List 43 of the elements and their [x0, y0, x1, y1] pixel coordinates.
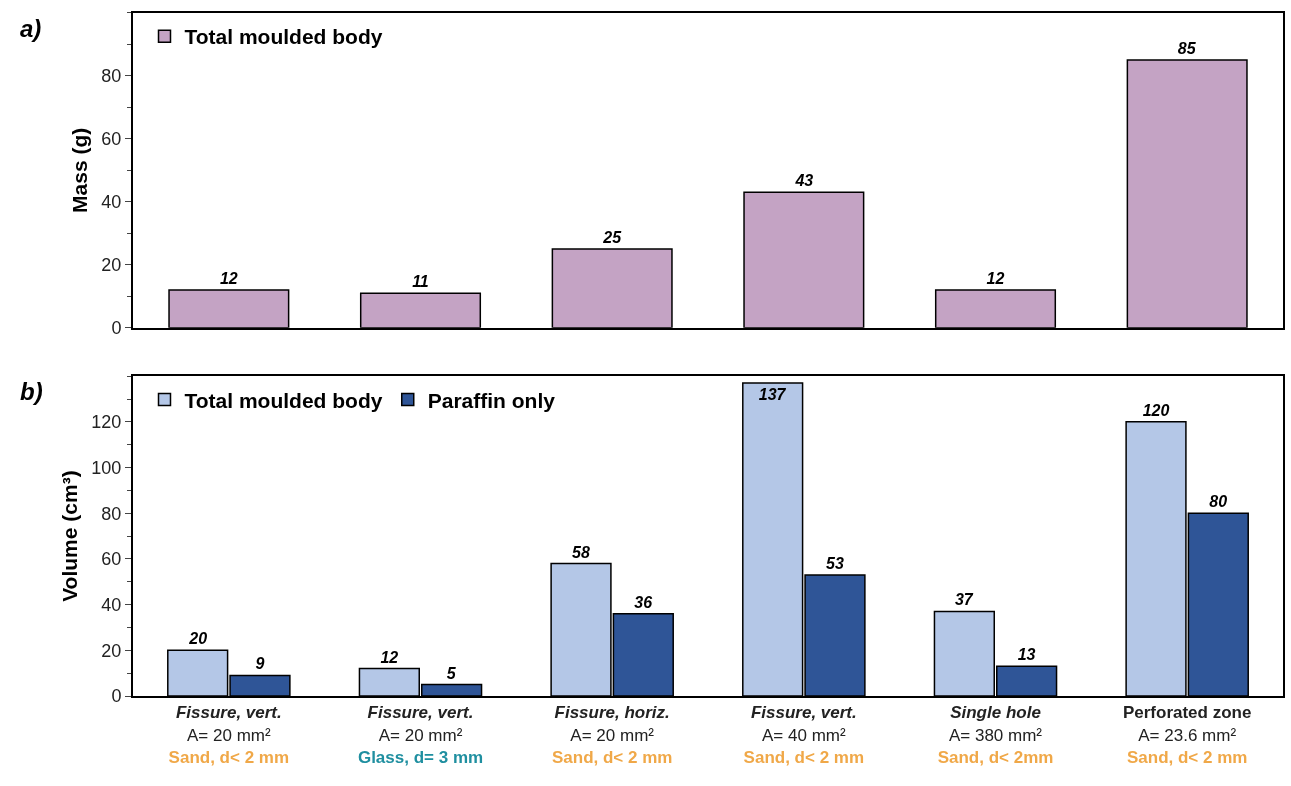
- data-label: 53: [826, 554, 844, 572]
- y-tick-label: 60: [101, 129, 122, 150]
- data-label: 58: [572, 543, 590, 561]
- data-label: 5: [446, 664, 457, 682]
- data-label: 12: [986, 269, 1005, 287]
- data-label: 12: [219, 269, 238, 287]
- data-label: 85: [1177, 40, 1197, 58]
- y-tick-label: 40: [101, 192, 122, 213]
- x-tick-label: Perforated zone A= 23.6 mm² Sand, d< 2 mm: [1122, 703, 1252, 767]
- data-label: 25: [602, 229, 623, 247]
- x-tick-label: Fissure, vert. A= 20 mm² Glass, d= 3 mm: [357, 703, 484, 767]
- y-tick-label: 20: [101, 640, 122, 661]
- data-label: 20: [188, 630, 208, 648]
- legend-label: Total moulded body: [184, 388, 383, 412]
- data-label: 137: [758, 386, 787, 403]
- text: a): [20, 15, 42, 42]
- x-tick-label: Fissure, horiz. A= 20 mm² Sand, d< 2 mm: [551, 703, 673, 767]
- data-label: 43: [794, 172, 814, 190]
- x-tick-label: Fissure, vert. A= 20 mm² Sand, d< 2 mm: [168, 703, 290, 767]
- x-tick-label: Single hole A= 380 mm² Sand, d< 2mm: [937, 703, 1054, 767]
- data-label: 12: [380, 648, 399, 666]
- legend-label: Total moulded body: [184, 25, 383, 49]
- data-label: 80: [1209, 493, 1228, 511]
- x-tick-label: Fissure, vert. A= 40 mm² Sand, d< 2 mm: [743, 703, 865, 767]
- y-axis-title: Volume (cm³): [58, 470, 81, 602]
- y-tick-label: 80: [101, 503, 122, 524]
- y-tick-label: 120: [91, 412, 122, 433]
- y-tick-label: 0: [111, 318, 122, 339]
- y-tick-label: 40: [101, 594, 122, 615]
- y-tick-label: 80: [101, 66, 122, 87]
- data-label: 36: [634, 593, 653, 611]
- data-label: 120: [1142, 401, 1170, 419]
- y-tick-label: 0: [111, 686, 122, 707]
- data-label: 11: [412, 273, 429, 291]
- y-tick-label: 60: [101, 549, 122, 570]
- y-tick-label: 20: [101, 255, 122, 276]
- data-label: 37: [954, 591, 974, 609]
- y-tick-label: 100: [91, 457, 122, 478]
- data-label: 13: [1017, 646, 1036, 664]
- y-axis-title: Mass (g): [68, 127, 92, 213]
- legend-label: Paraffin only: [427, 388, 556, 412]
- text: b): [20, 378, 43, 405]
- data-label: 9: [255, 655, 265, 673]
